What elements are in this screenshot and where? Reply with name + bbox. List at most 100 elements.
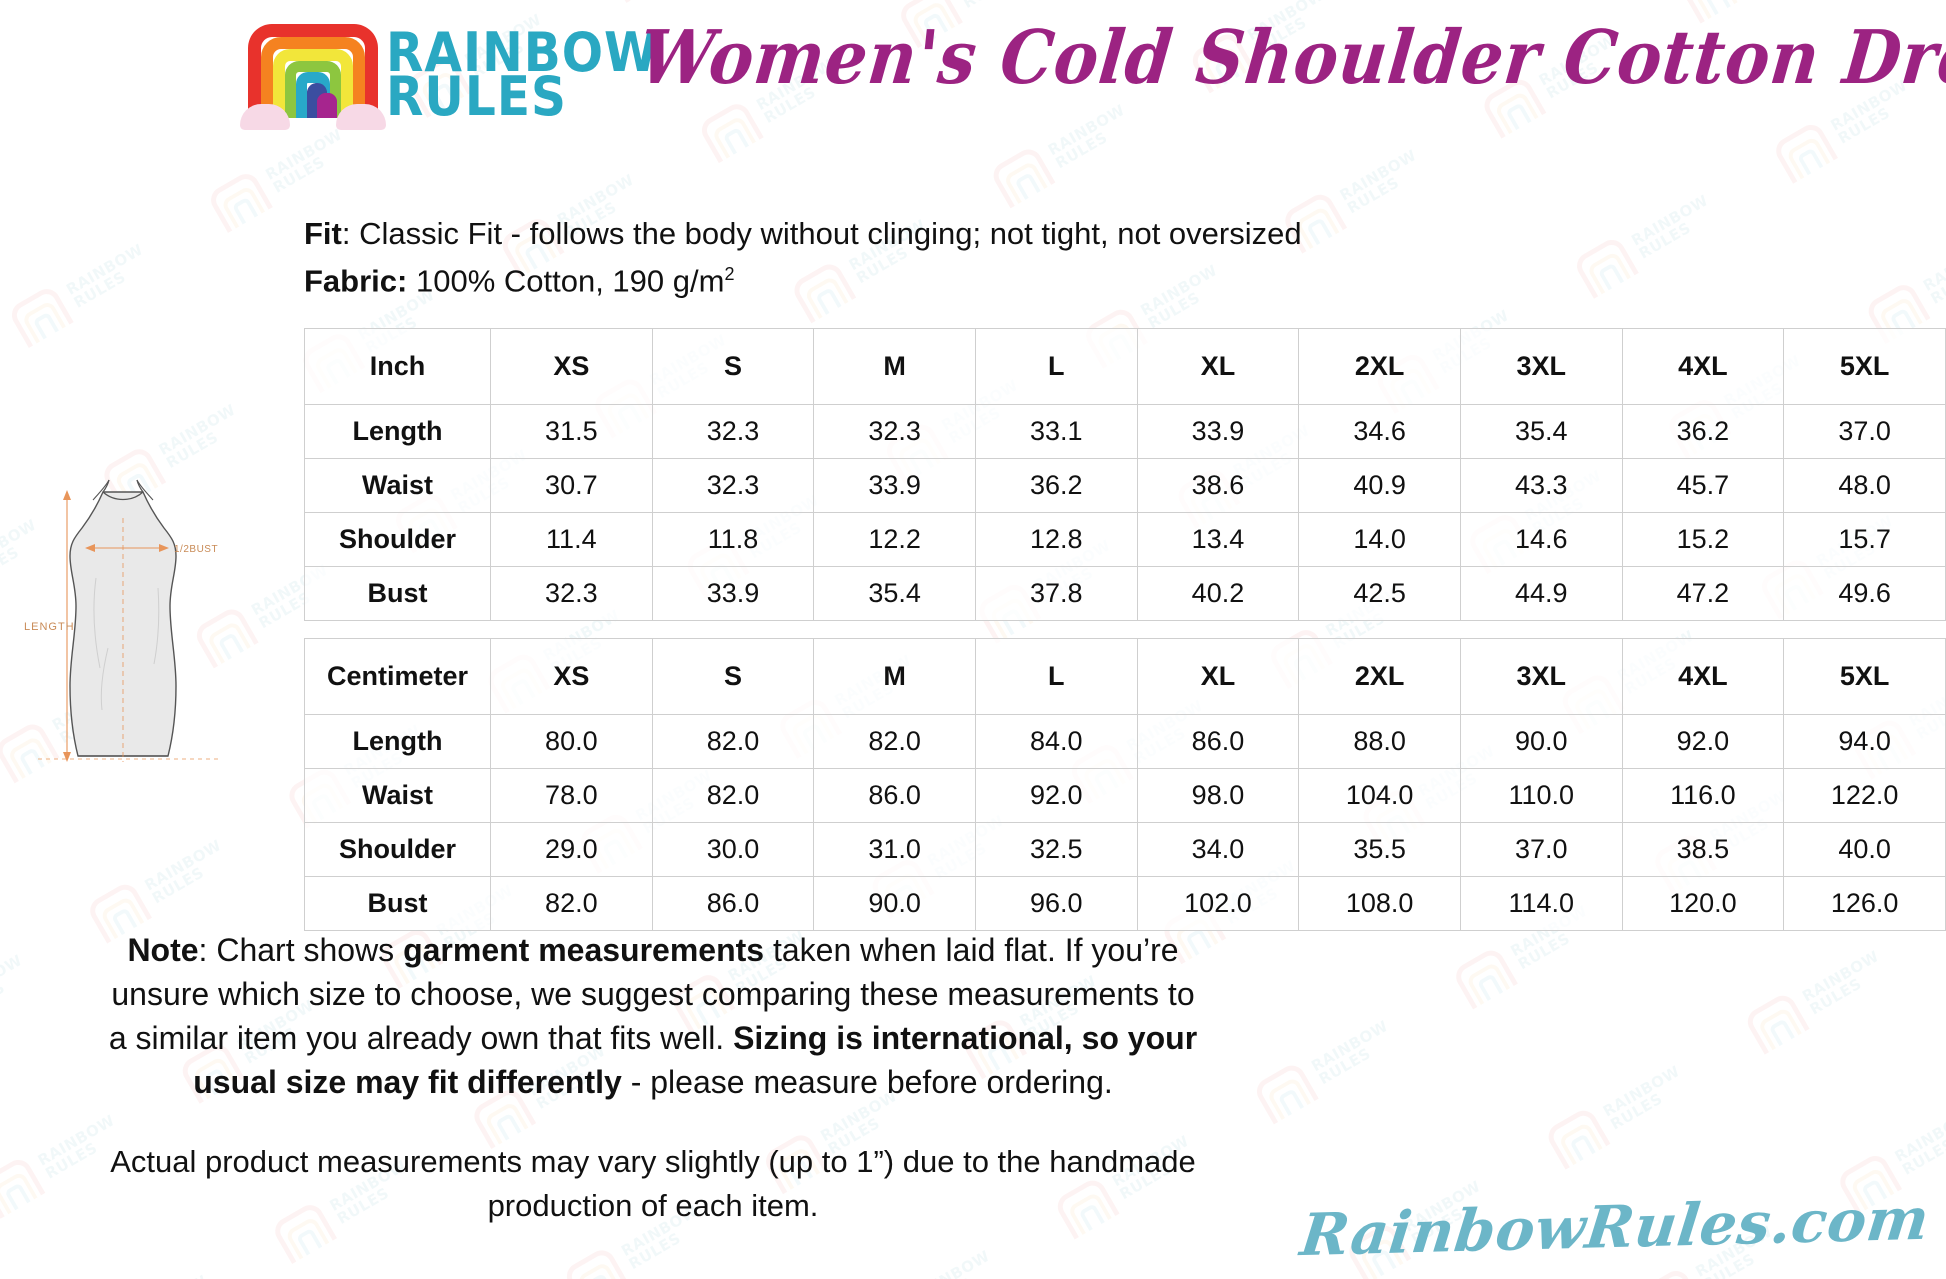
spec-fit: Fit: Classic Fit - follows the body with…: [304, 214, 1302, 254]
table-cell-waist-5xl: 122.0: [1783, 768, 1946, 823]
table-cell-bust-xl: 40.2: [1136, 566, 1300, 621]
table-row-label: Waist: [304, 768, 491, 823]
table-cell-waist-m: 33.9: [813, 458, 976, 513]
table-cell-bust-4xl: 120.0: [1621, 876, 1785, 931]
dress-illustration-icon: LENGTH 1/2BUST: [24, 479, 218, 762]
table-cell-bust-s: 86.0: [651, 876, 815, 931]
table-cell-length-5xl: 94.0: [1783, 714, 1946, 769]
watermark-rainbow-icon: [0, 1154, 46, 1219]
table-row: Bust 82.0 86.0 90.0 96.0 102.0 108.0 114.0 120.0…: [304, 876, 1946, 931]
table-size-header-4xl: 4XL: [1621, 638, 1785, 715]
dress-diagram: LENGTH 1/2BUST: [8, 478, 240, 778]
watermark-rainbow-icon: [1543, 1105, 1611, 1170]
table-cell-bust-l: 37.8: [974, 566, 1138, 621]
table-cell-shoulder-4xl: 15.2: [1621, 512, 1785, 567]
note-emphasis: Note: [127, 932, 199, 968]
watermark-rainbow-icon: [1571, 234, 1639, 299]
table-cell-waist-2xl: 40.9: [1298, 458, 1461, 513]
table-size-header-xs: XS: [490, 328, 653, 405]
watermark-rainbow-icon: [561, 1244, 629, 1279]
table-cell-shoulder-s: 11.8: [651, 512, 815, 567]
table-cell-waist-xs: 30.7: [490, 458, 653, 513]
table-cell-waist-s: 82.0: [651, 768, 815, 823]
table-size-header-3xl: 3XL: [1459, 638, 1623, 715]
page-header: RAINBOW RULES Women's Cold Shoulder Cott…: [0, 0, 1946, 165]
table-unit-header: Inch: [304, 328, 491, 405]
table-cell-length-xs: 80.0: [490, 714, 653, 769]
spec-fit-value: : Classic Fit - follows the body without…: [341, 216, 1302, 251]
table-cell-waist-2xl: 104.0: [1298, 768, 1461, 823]
table-size-header-2xl: 2XL: [1298, 328, 1461, 405]
table-cell-length-3xl: 35.4: [1459, 404, 1623, 459]
table-size-header-4xl: 4XL: [1621, 328, 1785, 405]
table-size-header-m: M: [813, 638, 976, 715]
table-cell-shoulder-s: 30.0: [651, 822, 815, 877]
table-row: Length 31.5 32.3 32.3 33.1 33.9 34.6 35.4 36.2 37…: [304, 404, 1946, 459]
spec-fabric-label: Fabric:: [304, 263, 408, 299]
table-cell-shoulder-xl: 13.4: [1136, 512, 1300, 567]
measurement-disclaimer: Actual product measurements may vary sli…: [110, 1144, 1196, 1223]
table-size-header-m: M: [813, 328, 976, 405]
size-table-inch-head: Inch XS S M L XL 2XL 3XL 4XL 5XL: [304, 328, 1946, 405]
table-cell-waist-5xl: 48.0: [1783, 458, 1946, 513]
table-row-label: Shoulder: [304, 512, 491, 567]
table-cell-waist-3xl: 43.3: [1459, 458, 1623, 513]
table-cell-length-4xl: 36.2: [1621, 404, 1785, 459]
table-cell-bust-xs: 82.0: [490, 876, 653, 931]
table-cell-shoulder-2xl: 35.5: [1298, 822, 1461, 877]
brand-wordmark-line2: RULES: [386, 65, 568, 128]
table-cell-bust-2xl: 108.0: [1298, 876, 1461, 931]
table-cell-shoulder-l: 32.5: [974, 822, 1138, 877]
table-cell-waist-3xl: 110.0: [1459, 768, 1623, 823]
table-cell-shoulder-3xl: 14.6: [1459, 512, 1623, 567]
table-size-header-s: S: [651, 638, 815, 715]
watermark-rainbow-icon: [1635, 1265, 1704, 1279]
table-size-header-5xl: 5XL: [1783, 638, 1946, 715]
table-unit-header: Centimeter: [304, 638, 491, 715]
spec-fabric-value: 100% Cotton, 190 g/m: [407, 263, 725, 299]
table-cell-length-s: 32.3: [651, 404, 815, 459]
table-row: Shoulder 11.4 11.8 12.2 12.8 13.4 14.0 14.6 15.2…: [304, 512, 1946, 567]
diagram-bust-label: 1/2BUST: [174, 544, 218, 555]
table-cell-bust-xl: 102.0: [1136, 876, 1300, 931]
footer-website-wordmark: RainbowRules.com: [1297, 1184, 1933, 1270]
table-cell-length-2xl: 34.6: [1298, 404, 1461, 459]
brand-wordmark-line1: RAINBOW: [386, 20, 659, 84]
rainbow-icon: [240, 14, 386, 132]
size-table-cm-body: Length 80.0 82.0 82.0 84.0 86.0 88.0 90.0 92.0 94…: [304, 714, 1946, 931]
watermark-rainbow-icon: [1742, 990, 1810, 1055]
spec-fit-label: Fit: [304, 216, 342, 251]
table-size-header-l: L: [974, 328, 1138, 405]
table-cell-length-l: 84.0: [974, 714, 1138, 769]
page-title: Women's Cold Shoulder Cotton Dress: [635, 13, 1946, 101]
table-cell-length-l: 33.1: [974, 404, 1138, 459]
table-size-header-l: L: [974, 638, 1138, 715]
table-cell-bust-xs: 32.3: [490, 566, 653, 621]
table-cell-waist-l: 92.0: [974, 768, 1138, 823]
table-cell-length-xs: 31.5: [490, 404, 653, 459]
table-row: Length 80.0 82.0 82.0 84.0 86.0 88.0 90.0 92.0 94…: [304, 714, 1946, 769]
table-row: Bust 32.3 33.9 35.4 37.8 40.2 42.5 44.9 47.2 49.6: [304, 566, 1946, 621]
table-cell-length-2xl: 88.0: [1298, 714, 1461, 769]
spec-fabric: Fabric: 100% Cotton, 190 g/m2: [304, 254, 1302, 301]
table-row-label: Bust: [304, 566, 491, 621]
table-cell-bust-s: 33.9: [651, 566, 815, 621]
table-row-label: Shoulder: [304, 822, 491, 877]
table-size-header-xl: XL: [1136, 328, 1300, 405]
